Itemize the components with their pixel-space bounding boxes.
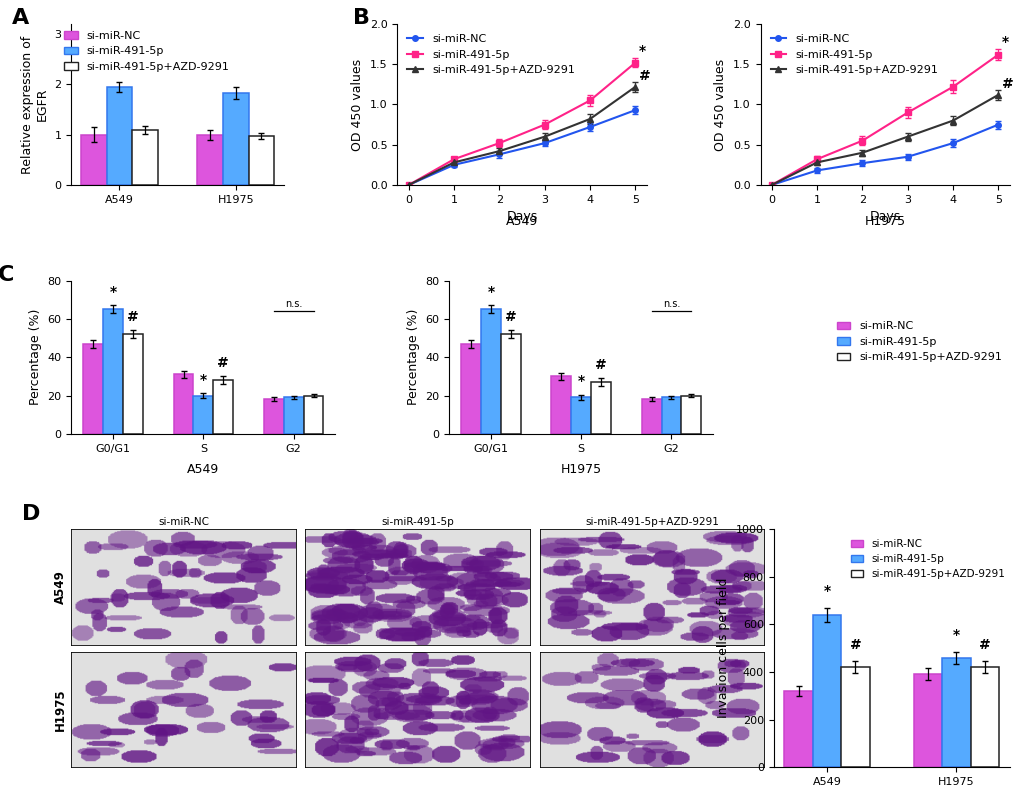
Y-axis label: Percentage (%): Percentage (%) xyxy=(407,309,420,405)
Y-axis label: Invasion cells per field: Invasion cells per field xyxy=(716,578,730,718)
Title: si-miR-NC: si-miR-NC xyxy=(158,517,209,527)
Text: *: * xyxy=(1001,34,1008,49)
Bar xyxy=(661,397,681,434)
Bar xyxy=(132,129,158,185)
Text: *: * xyxy=(577,375,584,388)
Title: si-miR-491-5p: si-miR-491-5p xyxy=(381,517,453,527)
Bar xyxy=(173,375,194,434)
Text: #: # xyxy=(639,70,650,83)
Bar xyxy=(500,334,521,434)
Legend: si-miR-NC, si-miR-491-5p, si-miR-491-5p+AZD-9291: si-miR-NC, si-miR-491-5p, si-miR-491-5p+… xyxy=(60,26,233,77)
Text: *: * xyxy=(200,372,207,387)
Text: *: * xyxy=(952,628,959,642)
Bar xyxy=(103,309,123,434)
Text: #: # xyxy=(849,638,860,652)
Text: #: # xyxy=(978,638,989,652)
Bar xyxy=(841,667,869,767)
Bar xyxy=(481,309,500,434)
Bar xyxy=(304,396,323,434)
Bar xyxy=(591,382,610,434)
X-axis label: Days: Days xyxy=(506,210,537,223)
Text: *: * xyxy=(487,285,494,300)
Text: *: * xyxy=(109,285,116,300)
Bar xyxy=(571,397,591,434)
Legend: si-miR-NC, si-miR-491-5p, si-miR-491-5p+AZD-9291: si-miR-NC, si-miR-491-5p, si-miR-491-5p+… xyxy=(403,30,579,80)
Bar xyxy=(264,400,283,434)
Bar xyxy=(197,134,223,185)
Bar xyxy=(784,691,812,767)
Bar xyxy=(641,400,661,434)
Bar xyxy=(223,93,249,185)
Bar xyxy=(81,134,107,185)
Bar xyxy=(213,380,233,434)
Text: #: # xyxy=(504,310,517,324)
Bar xyxy=(194,396,213,434)
Text: A549: A549 xyxy=(505,216,538,229)
Text: #: # xyxy=(217,356,229,370)
Text: A: A xyxy=(12,8,30,28)
Text: n.s.: n.s. xyxy=(284,299,302,309)
Legend: si-miR-NC, si-miR-491-5p, si-miR-491-5p+AZD-9291: si-miR-NC, si-miR-491-5p, si-miR-491-5p+… xyxy=(847,535,1009,583)
Text: A549: A549 xyxy=(187,463,219,476)
Y-axis label: OD 450 values: OD 450 values xyxy=(352,58,364,150)
Text: C: C xyxy=(0,265,14,285)
Y-axis label: H1975: H1975 xyxy=(54,688,67,731)
Bar xyxy=(681,396,700,434)
Bar xyxy=(249,136,274,185)
Text: H1975: H1975 xyxy=(560,463,601,476)
Text: *: * xyxy=(639,44,646,58)
Bar xyxy=(812,615,841,767)
Text: D: D xyxy=(21,504,40,524)
Bar xyxy=(551,376,571,434)
X-axis label: Days: Days xyxy=(868,210,900,223)
Text: #: # xyxy=(595,358,606,372)
Bar xyxy=(461,344,481,434)
Y-axis label: OD 450 values: OD 450 values xyxy=(713,58,727,150)
Bar xyxy=(942,658,970,767)
Text: *: * xyxy=(822,584,829,598)
Text: B: B xyxy=(353,8,369,28)
Y-axis label: Relative expression of
EGFR: Relative expression of EGFR xyxy=(21,35,49,173)
Legend: si-miR-NC, si-miR-491-5p, si-miR-491-5p+AZD-9291: si-miR-NC, si-miR-491-5p, si-miR-491-5p+… xyxy=(832,317,1006,367)
Bar xyxy=(913,674,942,767)
Text: #: # xyxy=(127,310,139,324)
Y-axis label: A549: A549 xyxy=(54,570,67,604)
Bar xyxy=(283,397,304,434)
Bar xyxy=(107,87,132,185)
Text: n.s.: n.s. xyxy=(662,299,680,309)
Bar xyxy=(84,344,103,434)
Bar xyxy=(970,667,998,767)
Bar xyxy=(123,334,143,434)
Text: #: # xyxy=(1001,78,1013,91)
Legend: si-miR-NC, si-miR-491-5p, si-miR-491-5p+AZD-9291: si-miR-NC, si-miR-491-5p, si-miR-491-5p+… xyxy=(765,30,942,80)
Title: si-miR-491-5p+AZD-9291: si-miR-491-5p+AZD-9291 xyxy=(585,517,718,527)
Y-axis label: Percentage (%): Percentage (%) xyxy=(29,309,42,405)
Text: H1975: H1975 xyxy=(864,216,905,229)
